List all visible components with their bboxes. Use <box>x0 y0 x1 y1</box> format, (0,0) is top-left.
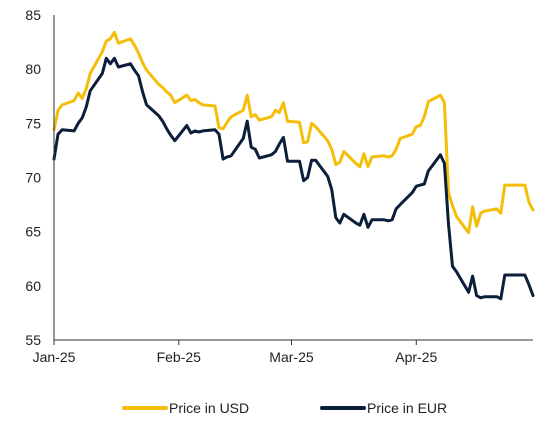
series-line-eur <box>52 56 535 301</box>
y-tick-label: 70 <box>25 170 41 186</box>
axes <box>53 15 533 341</box>
x-tick-label: Apr-25 <box>395 349 437 365</box>
tick-labels: 55 60 65 70 75 80 85 Jan-25 Feb-25 Mar-25 Apr-25 <box>25 7 437 365</box>
y-tick-label: 55 <box>25 332 41 348</box>
x-tick-label: Feb-25 <box>157 349 202 365</box>
x-tick-label: Mar-25 <box>269 349 314 365</box>
y-tick-label: 75 <box>25 115 41 131</box>
y-tick-label: 85 <box>25 7 41 23</box>
plot-area <box>52 30 535 301</box>
y-tick-label: 65 <box>25 224 41 240</box>
y-tick-label: 80 <box>25 61 41 77</box>
series-line-usd <box>52 30 535 235</box>
legend-label-usd: Price in USD <box>169 400 249 416</box>
legend-label-eur: Price in EUR <box>367 400 447 416</box>
y-tick-label: 60 <box>25 278 41 294</box>
x-tick-label: Jan-25 <box>33 349 76 365</box>
legend: Price in USD Price in EUR <box>122 400 447 416</box>
